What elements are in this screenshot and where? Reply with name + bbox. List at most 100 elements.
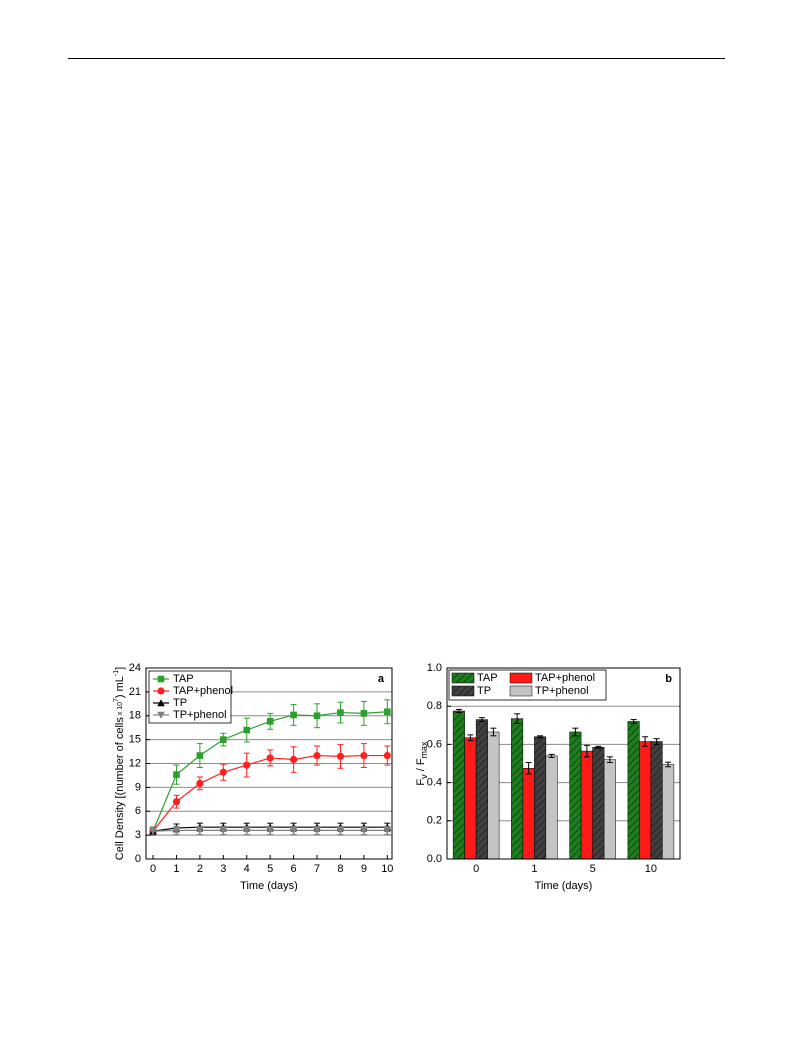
data-point — [313, 827, 321, 835]
error-bar — [665, 761, 672, 768]
bar — [522, 768, 535, 860]
legend-label: TAP+phenol — [173, 685, 233, 697]
bar — [580, 750, 593, 860]
plot-frame — [446, 667, 681, 860]
error-bar — [595, 745, 602, 749]
data-point — [360, 827, 368, 835]
data-point — [243, 726, 251, 734]
y-axis-label-part: 7 — [113, 698, 120, 702]
data-point — [313, 751, 321, 760]
legend-label: TP — [477, 685, 491, 697]
panel-label: a — [378, 673, 385, 685]
panel-label: b — [665, 673, 672, 685]
bar — [603, 759, 616, 860]
data-point — [384, 708, 391, 716]
bar — [650, 741, 663, 860]
data-point — [383, 827, 392, 835]
x-tick-label: 0 — [150, 863, 156, 875]
y-tick-label: 3 — [135, 829, 141, 841]
data-point — [243, 761, 251, 769]
data-point — [289, 827, 298, 835]
y-tick-label: 6 — [135, 805, 141, 817]
y-axis-label-part: / F — [415, 758, 427, 774]
x-axis-label: Time (days) — [535, 880, 593, 892]
y-tick-label: 12 — [129, 757, 141, 769]
x-tick-label: 5 — [590, 863, 596, 875]
data-point — [173, 771, 180, 778]
x-tick-label: 6 — [291, 863, 297, 875]
legend-swatch — [451, 685, 475, 697]
bar — [545, 755, 558, 860]
x-tick-label: 9 — [361, 863, 367, 875]
legend-label: TP+phenol — [535, 685, 589, 697]
error-bar — [478, 717, 485, 722]
error-bar — [514, 713, 521, 724]
x-tick-label: 1 — [531, 863, 537, 875]
x-tick-label: 8 — [337, 863, 343, 875]
y-tick-label: 18 — [129, 710, 141, 722]
legend-swatch — [509, 672, 533, 684]
bar — [452, 710, 465, 860]
x-tick-label: 3 — [220, 863, 226, 875]
error-bar — [525, 762, 532, 775]
error-bar — [572, 727, 579, 737]
error-bar — [653, 738, 660, 745]
data-point — [172, 798, 181, 806]
x-tick-label: 7 — [314, 863, 320, 875]
y-tick-label: 24 — [129, 662, 141, 674]
error-bar — [583, 744, 590, 758]
data-point — [290, 711, 297, 719]
bar — [475, 719, 488, 860]
legend-label: TAP — [173, 673, 194, 685]
bar — [592, 747, 605, 860]
y-tick-label: 0.6 — [427, 738, 442, 750]
bar — [662, 764, 675, 860]
y-tick-label: 9 — [135, 781, 141, 793]
y-tick-label: 21 — [129, 686, 141, 698]
y-tick-label: 0.2 — [427, 815, 442, 827]
data-point — [266, 754, 274, 762]
error-bar — [630, 719, 637, 724]
error-bar — [467, 734, 474, 742]
error-bar — [606, 756, 613, 764]
y-axis-label-part: F — [415, 779, 427, 786]
series-line — [152, 754, 388, 832]
y-tick-label: 1.0 — [427, 662, 442, 674]
y-axis-label-part: Cell Density [(number of cells — [114, 717, 126, 861]
data-point — [172, 827, 181, 835]
bar — [569, 731, 582, 860]
legend-label: TP — [173, 697, 187, 709]
y-tick-label: 0.8 — [427, 700, 442, 712]
data-point — [337, 709, 344, 716]
data-point — [313, 712, 321, 720]
y-axis-label: Fv / Fmax — [415, 741, 429, 786]
bar — [511, 718, 524, 860]
x-tick-label: 0 — [473, 863, 479, 875]
bar — [487, 731, 500, 860]
error-bar — [455, 708, 462, 714]
data-point — [219, 827, 228, 835]
bar — [639, 741, 652, 860]
data-point — [219, 768, 227, 776]
data-point — [242, 827, 251, 835]
y-tick-label: 0.0 — [427, 853, 442, 865]
data-point — [336, 752, 345, 760]
y-tick-label: 0.4 — [427, 777, 442, 789]
x-tick-label: 5 — [267, 863, 273, 875]
legend-label: TAP+phenol — [535, 672, 595, 684]
y-axis-label-part: x 10 — [117, 702, 124, 717]
data-point — [196, 827, 204, 835]
y-tick-label: 15 — [129, 734, 141, 746]
data-point — [336, 827, 345, 835]
legend-label: TP+phenol — [173, 709, 227, 721]
error-bar — [548, 753, 555, 758]
x-tick-label: 2 — [197, 863, 203, 875]
x-tick-label: 10 — [645, 863, 657, 875]
legend-label: TAP — [477, 672, 498, 684]
legend-marker — [157, 675, 165, 683]
y-axis-label: Cell Density [(number of cells x 107) mL… — [113, 667, 126, 860]
data-point — [220, 736, 227, 743]
data-point — [360, 751, 368, 760]
x-tick-label: 4 — [244, 863, 250, 875]
